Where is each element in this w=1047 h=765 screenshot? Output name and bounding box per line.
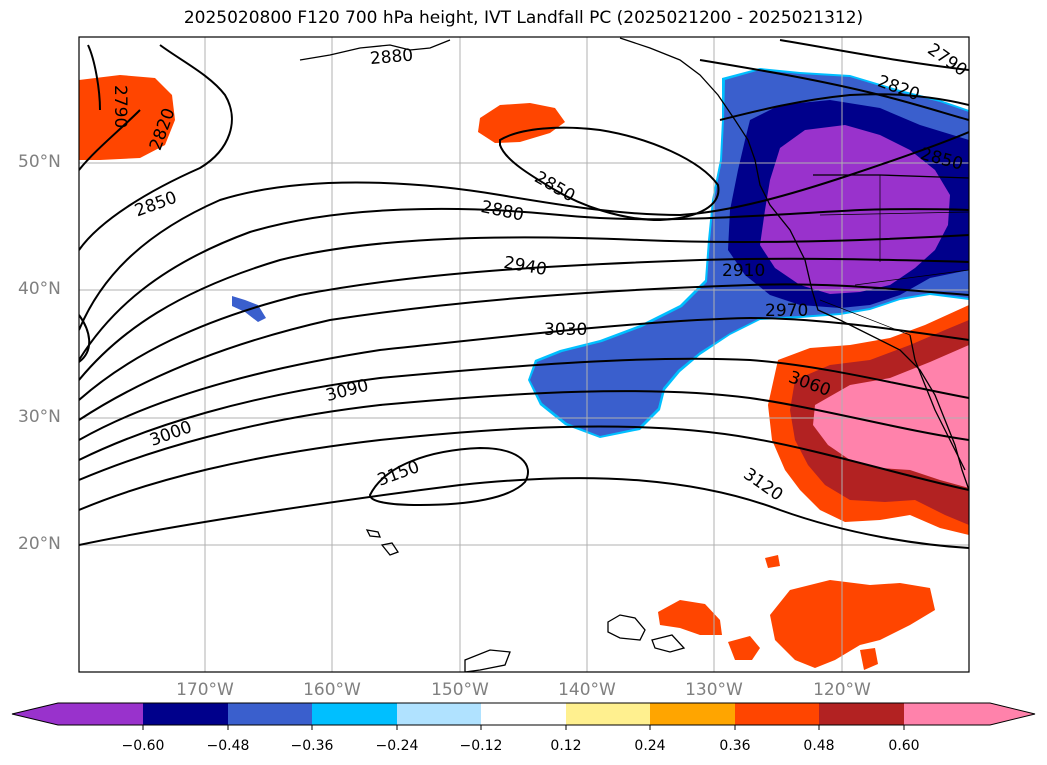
lat-label: 20°N (18, 534, 61, 554)
colorbar-tick-label: 0.60 (888, 738, 920, 754)
colorbar-segment (735, 703, 819, 725)
lat-label: 30°N (18, 407, 61, 427)
lon-label: 150°W (431, 680, 489, 700)
contour-label: 2910 (722, 261, 765, 281)
colorbar-tick-label: 0.48 (803, 738, 835, 754)
map-content: 2790 2820 2850 2850 2880 2880 2910 2940 … (79, 37, 971, 672)
colorbar-extend-left (12, 703, 143, 725)
lat-label: 50°N (18, 152, 61, 172)
colorbar-segment (650, 703, 735, 725)
height-contours (79, 39, 969, 549)
colorbar-segment (481, 703, 566, 725)
graticule (79, 37, 969, 672)
contour-label: 2880 (369, 45, 414, 69)
colorbar-segment (566, 703, 650, 725)
colorbar-segment (397, 703, 481, 725)
colorbar-tick-label: −0.60 (121, 738, 165, 754)
colorbar-outline (11, 702, 1036, 726)
lon-label: 160°W (303, 680, 361, 700)
colorbar-tick-label: 0.36 (719, 738, 751, 754)
colorbar-segment (228, 703, 312, 725)
coastlines (299, 37, 969, 672)
colorbar-tick-label: −0.48 (206, 738, 250, 754)
contour-label: 2940 (502, 253, 548, 280)
colorbar-tick-label: 0.24 (634, 738, 666, 754)
contour-label: 2790 (110, 85, 130, 128)
colorbar-tick-label: 0.12 (550, 738, 582, 754)
colorbar (11, 702, 1036, 730)
contour-label: 2850 (132, 188, 179, 222)
lon-label: 130°W (685, 680, 743, 700)
colorbar-segment (312, 703, 397, 725)
contour-label: 3030 (544, 320, 587, 340)
colorbar-segment (819, 703, 904, 725)
lat-label: 40°N (18, 279, 61, 299)
colorbar-tick-label: −0.12 (459, 738, 503, 754)
map-title: 2025020800 F120 700 hPa height, IVT Land… (183, 8, 864, 28)
contour-label: 2880 (479, 197, 525, 226)
contour-label: 3150 (375, 457, 422, 491)
lon-label: 120°W (813, 680, 871, 700)
colorbar-tick-label: −0.24 (375, 738, 419, 754)
contour-label: 2970 (765, 301, 808, 321)
lon-label: 170°W (176, 680, 234, 700)
colorbar-segment (143, 703, 228, 725)
map-frame (78, 36, 970, 673)
lon-label: 140°W (558, 680, 616, 700)
contour-label: 2790 (924, 40, 971, 81)
colorbar-tick-label: −0.36 (290, 738, 334, 754)
colorbar-extend-right (904, 703, 1035, 725)
contour-label: 3090 (324, 376, 371, 407)
